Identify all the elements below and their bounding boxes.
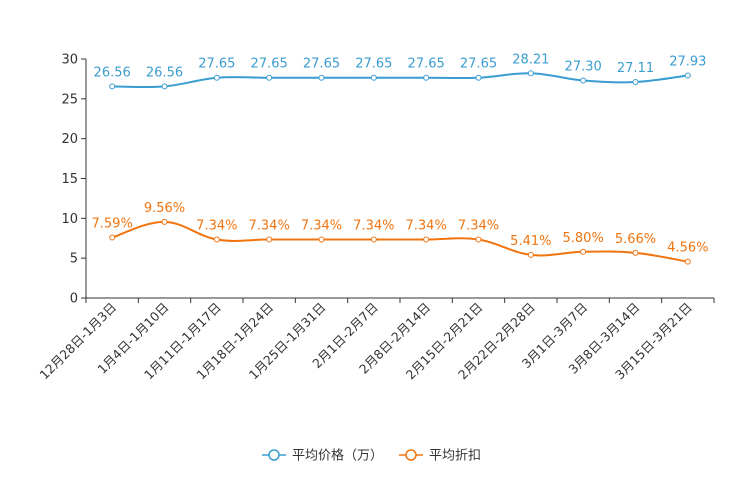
data-point[interactable]: [370, 236, 377, 243]
axes: 05101520253012月28日-1月3日1月4日-1月10日1月11日-1…: [36, 53, 715, 382]
data-label: 27.93: [669, 54, 706, 69]
data-point[interactable]: [161, 218, 168, 225]
data-point[interactable]: [632, 249, 639, 256]
legend-swatch-marker: [268, 449, 280, 461]
data-point[interactable]: [318, 74, 325, 81]
data-label: 5.80%: [563, 231, 604, 246]
data-label: 7.34%: [458, 219, 499, 234]
data-label: 27.65: [303, 57, 340, 72]
series-line: [111, 220, 688, 263]
series-2: 7.59% 9.56% 7.34% 7.34% 7.34% 7.34% 7.34% 7.34%…: [92, 201, 708, 265]
y-tick-label: 0: [70, 292, 78, 307]
data-label: 5.41%: [510, 234, 551, 249]
data-label: 27.30: [565, 60, 602, 75]
data-label: 4.56%: [667, 241, 708, 256]
legend-swatch-marker: [405, 449, 417, 461]
data-point[interactable]: [370, 74, 377, 81]
legend-item-1[interactable]: 平均价格（万）: [262, 448, 383, 464]
data-point[interactable]: [266, 74, 273, 81]
data-point[interactable]: [423, 74, 430, 81]
data-point[interactable]: [213, 74, 220, 81]
data-label: 27.65: [198, 57, 235, 72]
data-point[interactable]: [475, 236, 482, 243]
data-label: 7.34%: [249, 219, 290, 234]
series-layer: 26.56 26.56 27.65 27.65 27.65 27.65 27.65 27.65…: [92, 52, 708, 265]
data-label: 28.21: [512, 52, 549, 67]
data-point[interactable]: [580, 77, 587, 84]
data-label: 27.65: [251, 57, 288, 72]
data-label: 9.56%: [144, 201, 185, 216]
data-label: 5.66%: [615, 232, 656, 247]
data-point[interactable]: [475, 74, 482, 81]
data-point[interactable]: [266, 236, 273, 243]
data-point[interactable]: [527, 70, 534, 77]
y-tick-label: 10: [61, 212, 78, 227]
data-point[interactable]: [318, 236, 325, 243]
series-line: [112, 72, 688, 89]
legend[interactable]: 平均价格（万） 平均折扣: [262, 448, 481, 464]
data-label: 27.65: [355, 57, 392, 72]
data-label: 7.59%: [92, 217, 133, 232]
data-label: 27.65: [408, 57, 445, 72]
data-label: 26.56: [94, 65, 131, 80]
data-label: 7.34%: [353, 219, 394, 234]
series-1: 26.56 26.56 27.65 27.65 27.65 27.65 27.65 27.65…: [94, 52, 706, 90]
legend-item-2[interactable]: 平均折扣: [399, 449, 481, 464]
data-point[interactable]: [684, 72, 691, 79]
data-label: 7.34%: [301, 219, 342, 234]
y-tick-label: 25: [61, 92, 78, 107]
data-point[interactable]: [684, 258, 691, 265]
legend-label: 平均价格（万）: [292, 448, 383, 464]
y-tick-label: 20: [61, 132, 78, 147]
y-tick-label: 30: [61, 53, 78, 68]
data-label: 7.34%: [406, 219, 447, 234]
data-point[interactable]: [527, 251, 534, 258]
data-point[interactable]: [109, 234, 116, 241]
data-point[interactable]: [213, 236, 220, 243]
data-point[interactable]: [632, 79, 639, 86]
y-tick-label: 15: [61, 172, 78, 187]
data-point[interactable]: [423, 236, 430, 243]
data-label: 27.65: [460, 57, 497, 72]
data-label: 27.11: [617, 61, 654, 76]
data-point[interactable]: [580, 248, 587, 255]
legend-label: 平均折扣: [429, 449, 481, 464]
y-tick-label: 5: [70, 252, 78, 267]
data-label: 26.56: [146, 65, 183, 80]
data-point[interactable]: [161, 83, 168, 90]
data-label: 7.34%: [196, 219, 237, 234]
data-point[interactable]: [109, 83, 116, 90]
